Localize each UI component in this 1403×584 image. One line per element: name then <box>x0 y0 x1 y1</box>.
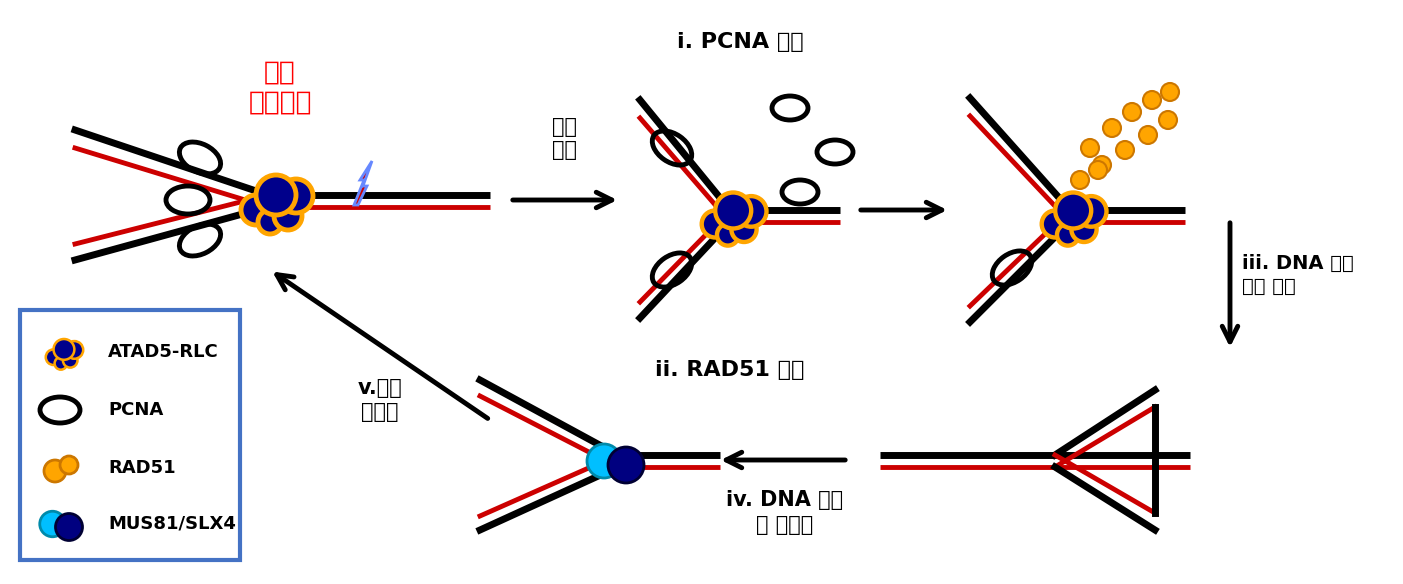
Circle shape <box>1162 83 1179 101</box>
Circle shape <box>46 349 62 365</box>
Circle shape <box>255 175 296 215</box>
Circle shape <box>1055 193 1092 228</box>
Circle shape <box>1093 156 1111 174</box>
Circle shape <box>1041 210 1069 238</box>
Text: 복제
스트레스: 복제 스트레스 <box>248 60 311 116</box>
Circle shape <box>1159 111 1177 129</box>
Polygon shape <box>354 161 372 205</box>
Text: v.복제
재시작: v.복제 재시작 <box>358 378 403 422</box>
Circle shape <box>1122 103 1141 121</box>
Text: RAD51: RAD51 <box>108 459 175 477</box>
Text: iii. DNA 구조
변화 유도: iii. DNA 구조 변화 유도 <box>1242 254 1354 296</box>
Circle shape <box>702 210 728 238</box>
Circle shape <box>1056 224 1079 246</box>
Circle shape <box>1072 217 1097 242</box>
Circle shape <box>607 447 644 483</box>
Text: ATAD5-RLC: ATAD5-RLC <box>108 343 219 361</box>
Circle shape <box>1139 126 1157 144</box>
Circle shape <box>241 195 271 225</box>
Circle shape <box>1080 139 1099 157</box>
Circle shape <box>43 460 66 482</box>
Text: i. PCNA 분리: i. PCNA 분리 <box>676 32 804 52</box>
Text: 복제
중지: 복제 중지 <box>553 117 578 160</box>
Circle shape <box>1143 91 1162 109</box>
Circle shape <box>1103 119 1121 137</box>
Circle shape <box>586 444 622 478</box>
Text: MUS81/SLX4: MUS81/SLX4 <box>108 515 236 533</box>
Circle shape <box>716 193 751 228</box>
Circle shape <box>53 339 74 360</box>
FancyBboxPatch shape <box>20 310 240 560</box>
Circle shape <box>39 511 66 537</box>
Circle shape <box>737 196 766 227</box>
Circle shape <box>279 179 313 213</box>
Circle shape <box>56 513 83 541</box>
Circle shape <box>1115 141 1134 159</box>
Circle shape <box>274 202 302 230</box>
Circle shape <box>66 341 83 359</box>
Circle shape <box>1076 196 1107 227</box>
Circle shape <box>1070 171 1089 189</box>
Text: PCNA: PCNA <box>108 401 163 419</box>
Circle shape <box>60 456 79 474</box>
Circle shape <box>731 217 756 242</box>
Circle shape <box>1089 161 1107 179</box>
Circle shape <box>717 224 738 246</box>
Circle shape <box>55 357 67 370</box>
Text: ii. RAD51 소집: ii. RAD51 소집 <box>655 360 805 380</box>
Text: iv. DNA 절단
및 재조합: iv. DNA 절단 및 재조합 <box>727 490 843 535</box>
Circle shape <box>63 353 77 367</box>
Circle shape <box>258 210 282 234</box>
